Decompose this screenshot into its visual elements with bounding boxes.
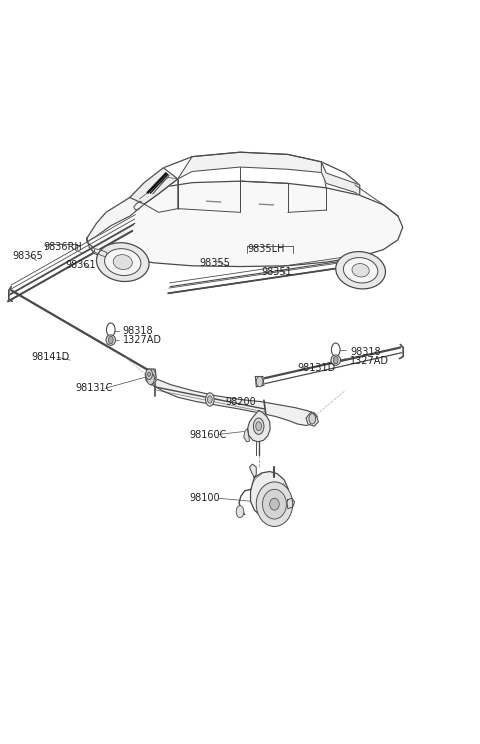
- Circle shape: [207, 396, 212, 403]
- Polygon shape: [244, 429, 250, 442]
- Polygon shape: [255, 376, 264, 387]
- Polygon shape: [250, 464, 256, 478]
- Ellipse shape: [331, 355, 340, 365]
- Circle shape: [256, 376, 263, 387]
- Circle shape: [146, 369, 153, 379]
- Polygon shape: [94, 248, 107, 257]
- Text: 98318: 98318: [350, 347, 381, 357]
- Text: 1327AD: 1327AD: [123, 335, 162, 345]
- Text: 98131D: 98131D: [298, 363, 336, 373]
- Circle shape: [148, 372, 151, 376]
- Polygon shape: [306, 412, 319, 426]
- Text: 98131C: 98131C: [75, 383, 112, 394]
- Polygon shape: [130, 168, 178, 204]
- Circle shape: [147, 373, 155, 385]
- Text: 98355: 98355: [199, 258, 230, 268]
- Polygon shape: [322, 162, 360, 195]
- Circle shape: [309, 414, 316, 424]
- Ellipse shape: [256, 482, 293, 527]
- Polygon shape: [287, 498, 295, 509]
- Circle shape: [205, 393, 214, 406]
- Text: 1327AD: 1327AD: [350, 356, 389, 366]
- Polygon shape: [147, 373, 318, 426]
- Text: 98100: 98100: [190, 493, 220, 503]
- Circle shape: [333, 356, 338, 364]
- Circle shape: [108, 336, 113, 344]
- Text: 98200: 98200: [226, 397, 256, 407]
- Text: 9835LH: 9835LH: [247, 244, 285, 254]
- Ellipse shape: [336, 251, 385, 289]
- Ellipse shape: [105, 248, 141, 275]
- Text: 9836RH: 9836RH: [44, 243, 83, 252]
- Text: 98365: 98365: [12, 251, 43, 261]
- Ellipse shape: [270, 498, 279, 510]
- Circle shape: [107, 323, 115, 336]
- Polygon shape: [148, 369, 156, 379]
- Polygon shape: [251, 472, 288, 517]
- Circle shape: [149, 369, 156, 379]
- Text: 98361: 98361: [65, 260, 96, 270]
- Ellipse shape: [263, 490, 287, 519]
- Polygon shape: [178, 153, 326, 179]
- Polygon shape: [87, 181, 403, 266]
- Circle shape: [331, 343, 340, 356]
- Circle shape: [236, 506, 244, 518]
- Polygon shape: [248, 411, 270, 442]
- Polygon shape: [87, 197, 144, 242]
- Ellipse shape: [113, 254, 132, 269]
- Ellipse shape: [343, 257, 378, 283]
- Circle shape: [253, 418, 264, 434]
- Text: 98141D: 98141D: [32, 352, 70, 362]
- Ellipse shape: [352, 263, 369, 277]
- Ellipse shape: [106, 335, 116, 345]
- Ellipse shape: [96, 243, 149, 281]
- Text: 98351: 98351: [262, 267, 292, 277]
- Text: 98160C: 98160C: [190, 430, 227, 440]
- Text: 98318: 98318: [123, 326, 154, 336]
- Circle shape: [256, 422, 262, 431]
- Polygon shape: [145, 372, 156, 385]
